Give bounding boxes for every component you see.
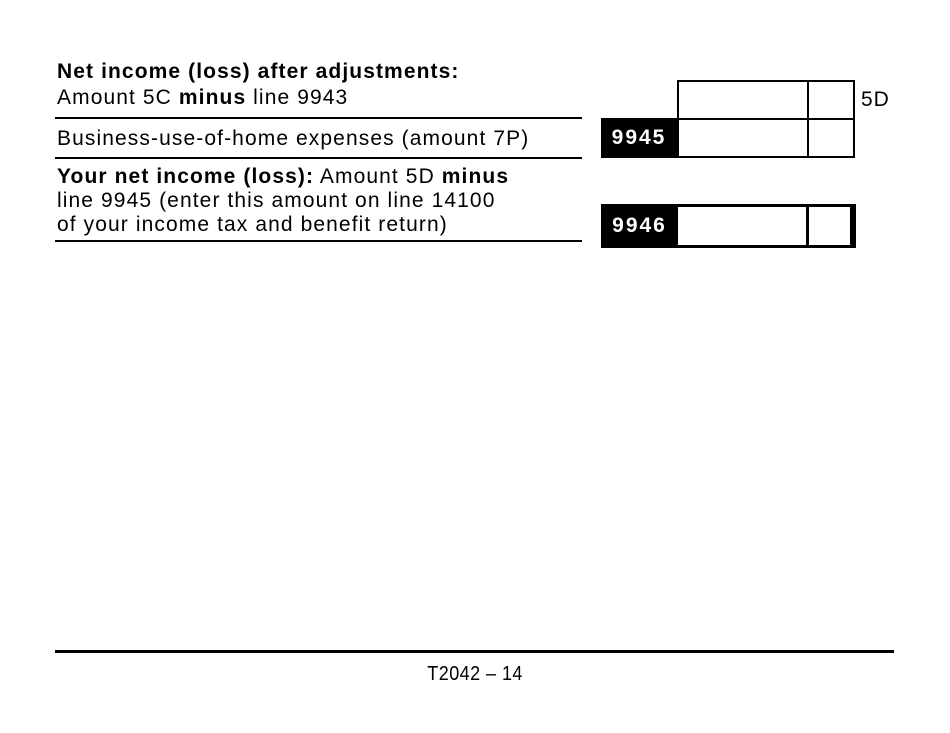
your-net-income-line2: line 9945 (enter this amount on line 141… <box>57 189 496 212</box>
your-net-income-description: Your net income (loss): Amount 5D minus … <box>57 165 592 237</box>
amount-5d-box <box>677 80 855 120</box>
line-9945-cents-field[interactable] <box>809 120 853 156</box>
line-9945-code-label: 9945 <box>601 118 677 158</box>
net-income-after-adjustments-formula: Amount 5C minus line 9943 <box>57 86 349 109</box>
line-9946-cents-field[interactable] <box>809 207 850 245</box>
page-number: T2042 – 14 <box>427 663 523 685</box>
your-net-income-line3: of your income tax and benefit return) <box>57 213 448 236</box>
your-net-income-line1: Your net income (loss): Amount 5D minus <box>57 165 510 188</box>
cents-divider <box>807 82 809 118</box>
footer-divider-line <box>55 650 894 653</box>
line-9945-amount-box <box>677 118 855 158</box>
net-income-after-adjustments-description: Net income (loss) after adjustments: Amo… <box>57 59 592 111</box>
amount-5d-label: 5D <box>861 88 890 111</box>
divider-line <box>55 117 582 119</box>
cents-divider <box>807 120 809 156</box>
line-9946-row: 9946 <box>601 204 856 248</box>
line-9945-row: 9945 <box>601 118 855 158</box>
amount-5d-dollars-field[interactable] <box>679 82 807 118</box>
amount-5d-cents-field[interactable] <box>809 82 853 118</box>
line-9946-dollars-field[interactable] <box>678 207 806 245</box>
line-9946-code-label: 9946 <box>601 204 678 248</box>
line-9945-dollars-field[interactable] <box>679 120 807 156</box>
net-income-after-adjustments-title: Net income (loss) after adjustments: <box>57 60 460 83</box>
divider-line <box>55 157 582 159</box>
business-use-of-home-label: Business-use-of-home expenses (amount 7P… <box>57 127 530 150</box>
divider-line <box>55 240 582 242</box>
